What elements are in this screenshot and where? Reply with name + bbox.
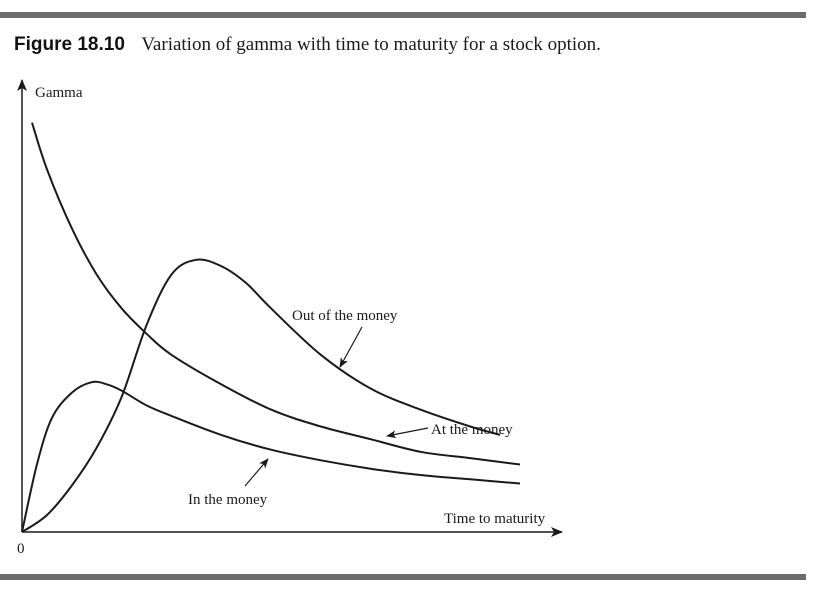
annotation-arrow-out-of-the-money [339, 326, 363, 368]
series-line-at-the-money [31, 122, 521, 466]
annotation-at-the-money: At the money [431, 422, 513, 438]
annotation-arrow-in-the-money [244, 458, 269, 487]
origin-label: 0 [17, 541, 25, 557]
top-rule [0, 12, 806, 18]
figure-caption: Figure 18.10 Variation of gamma with tim… [14, 34, 601, 56]
bottom-rule [0, 574, 806, 580]
series-line-out-of-the-money [21, 258, 501, 533]
y-axis-label: Gamma [35, 85, 83, 101]
figure-title: Variation of gamma with time to maturity… [141, 34, 601, 55]
annotation-arrow-at-the-money [386, 427, 429, 439]
series-layer [21, 122, 521, 533]
x-axis-label: Time to maturity [444, 511, 546, 527]
series-line-in-the-money [21, 380, 521, 533]
figure-number: Figure 18.10 [14, 34, 125, 55]
annotation-in-the-money: In the money [188, 492, 268, 508]
annotation-out-of-the-money: Out of the money [292, 308, 398, 324]
